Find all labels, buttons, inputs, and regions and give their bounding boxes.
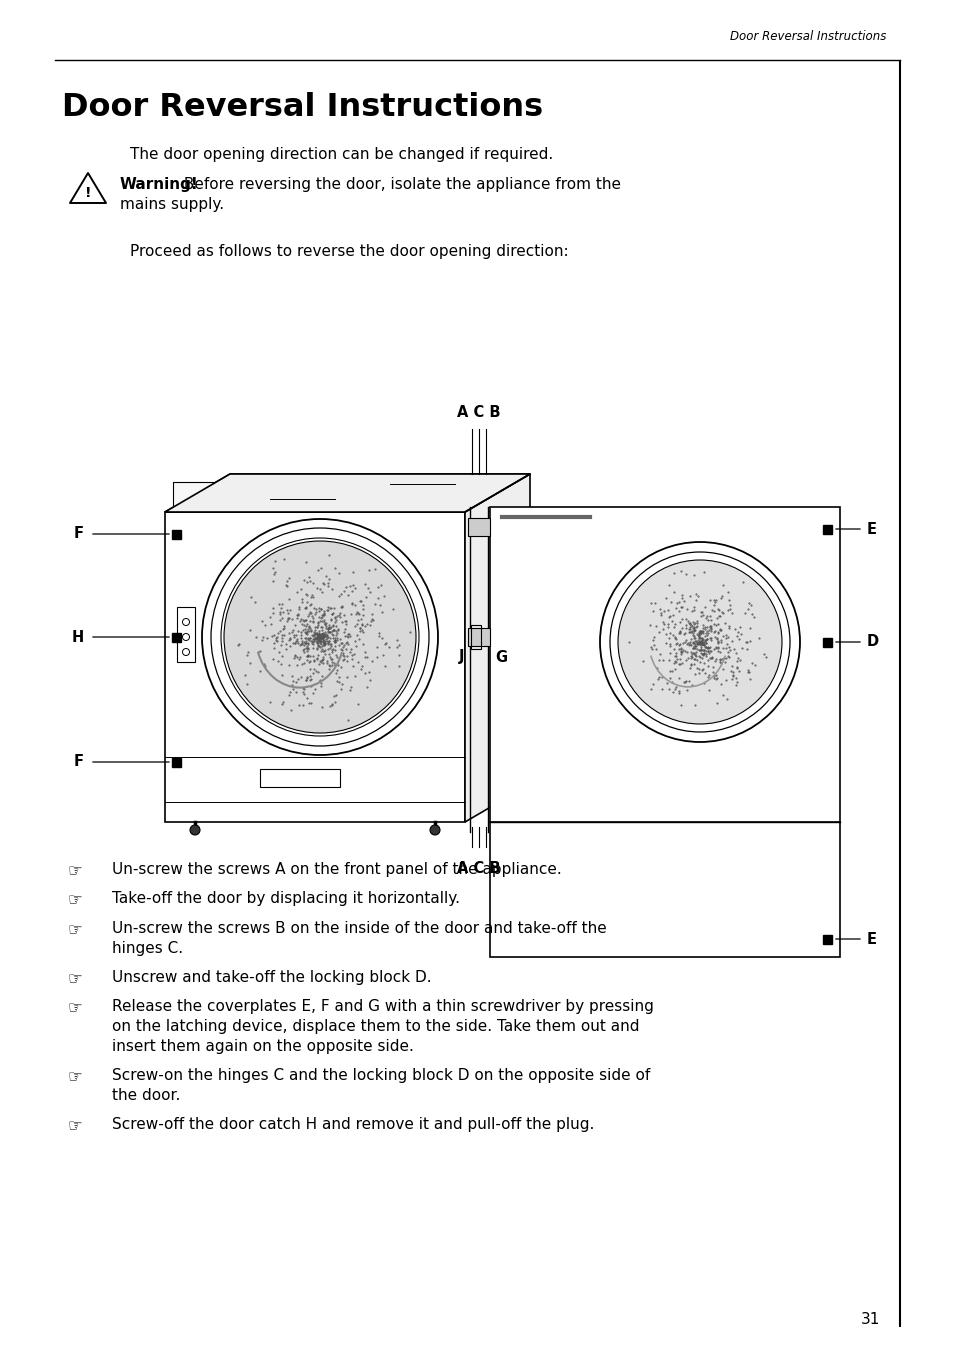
- Text: Door Reversal Instructions: Door Reversal Instructions: [729, 31, 885, 43]
- Text: ☞: ☞: [68, 969, 83, 988]
- Polygon shape: [490, 822, 840, 957]
- Polygon shape: [165, 475, 530, 512]
- Text: ☞: ☞: [68, 921, 83, 940]
- Text: A C B: A C B: [456, 406, 500, 420]
- Text: G: G: [495, 649, 507, 664]
- Text: insert them again on the opposite side.: insert them again on the opposite side.: [112, 1038, 414, 1053]
- Text: hinges C.: hinges C.: [112, 941, 183, 956]
- Text: 31: 31: [860, 1313, 879, 1328]
- Text: Screw-off the door catch H and remove it and pull-off the plug.: Screw-off the door catch H and remove it…: [112, 1117, 594, 1132]
- Bar: [172, 757, 181, 767]
- Text: ☞: ☞: [68, 1068, 83, 1086]
- Text: the door.: the door.: [112, 1087, 180, 1102]
- Text: E: E: [866, 932, 876, 946]
- Circle shape: [190, 825, 200, 836]
- Text: E: E: [866, 522, 876, 537]
- Bar: [468, 627, 490, 646]
- Text: Unscrew and take-off the locking block D.: Unscrew and take-off the locking block D…: [112, 969, 431, 986]
- Polygon shape: [464, 475, 530, 822]
- Text: Proceed as follows to reverse the door opening direction:: Proceed as follows to reverse the door o…: [130, 243, 568, 260]
- Bar: [172, 633, 181, 641]
- Text: Un-screw the screws B on the inside of the door and take-off the: Un-screw the screws B on the inside of t…: [112, 921, 606, 936]
- Text: ☞: ☞: [68, 1117, 83, 1134]
- Polygon shape: [172, 483, 456, 508]
- Text: The door opening direction can be changed if required.: The door opening direction can be change…: [130, 147, 553, 162]
- Text: ☞: ☞: [68, 999, 83, 1018]
- Text: mains supply.: mains supply.: [120, 197, 224, 212]
- Text: on the latching device, displace them to the side. Take them out and: on the latching device, displace them to…: [112, 1019, 639, 1034]
- Text: J: J: [458, 649, 463, 664]
- Text: Take-off the door by displacing it horizontally.: Take-off the door by displacing it horiz…: [112, 891, 459, 906]
- Text: Door Reversal Instructions: Door Reversal Instructions: [62, 92, 542, 123]
- Text: A C B: A C B: [456, 861, 500, 876]
- Bar: [260, 769, 339, 787]
- Text: F: F: [74, 526, 84, 542]
- Bar: [822, 934, 832, 944]
- Text: ☞: ☞: [68, 863, 83, 880]
- Text: Warning!: Warning!: [120, 177, 198, 192]
- Text: ☞: ☞: [68, 891, 83, 910]
- Circle shape: [618, 560, 781, 725]
- Polygon shape: [165, 512, 464, 822]
- Bar: [822, 638, 832, 646]
- Text: Screw-on the hinges C and the locking block D on the opposite side of: Screw-on the hinges C and the locking bl…: [112, 1068, 650, 1083]
- Text: Un-screw the screws A on the front panel of the appliance.: Un-screw the screws A on the front panel…: [112, 863, 561, 877]
- Text: F: F: [74, 754, 84, 769]
- Bar: [172, 530, 181, 538]
- Polygon shape: [490, 507, 840, 822]
- Circle shape: [430, 825, 439, 836]
- Bar: [177, 607, 194, 662]
- Bar: [468, 518, 490, 535]
- Text: Release the coverplates E, F and G with a thin screwdriver by pressing: Release the coverplates E, F and G with …: [112, 999, 653, 1014]
- Bar: [471, 625, 480, 649]
- Text: Before reversing the door, isolate the appliance from the: Before reversing the door, isolate the a…: [179, 177, 620, 192]
- Polygon shape: [165, 475, 530, 512]
- Bar: [822, 525, 832, 534]
- Circle shape: [224, 541, 416, 733]
- Text: !: !: [85, 187, 91, 200]
- Text: D: D: [866, 634, 879, 649]
- Text: H: H: [71, 630, 84, 645]
